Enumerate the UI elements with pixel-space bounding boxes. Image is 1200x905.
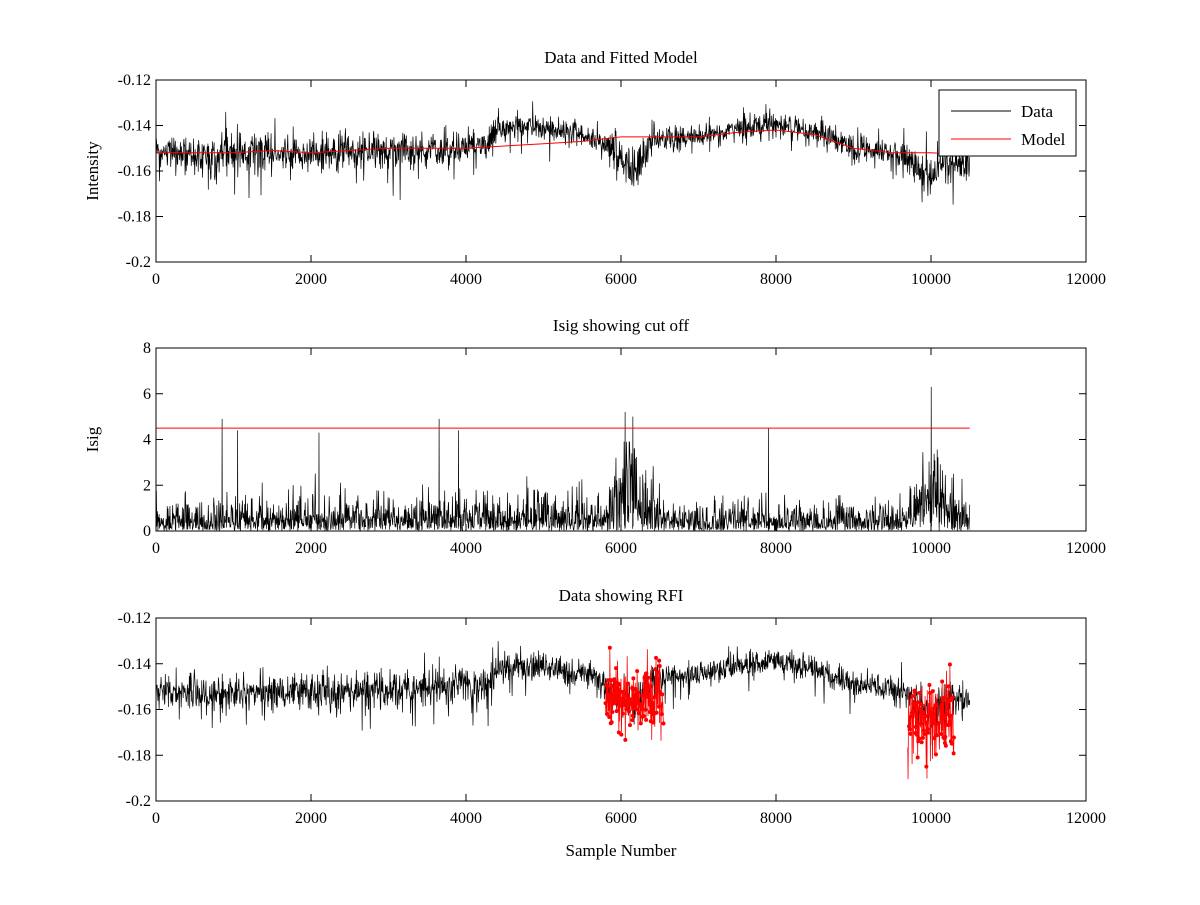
y-tick-label: -0.14 bbox=[118, 118, 151, 135]
x-tick-label: 8000 bbox=[760, 810, 792, 827]
chart-title: Isig showing cut off bbox=[553, 316, 689, 335]
x-tick-label: 8000 bbox=[760, 271, 792, 288]
y-tick-label: 4 bbox=[143, 432, 151, 449]
rfi-series-line bbox=[605, 647, 664, 741]
x-tick-label: 10000 bbox=[911, 540, 951, 557]
model-series-line bbox=[156, 129, 970, 156]
y-tick-label: 6 bbox=[143, 386, 151, 403]
chart-panel-3: 0 2000 4000 6000 8000 10000 12000 -0.12 -0.14 -0.… bbox=[118, 586, 1106, 860]
y-tick-label: -0.14 bbox=[118, 656, 151, 673]
x-tick-label: 6000 bbox=[605, 810, 637, 827]
x-tick-label: 4000 bbox=[450, 540, 482, 557]
x-tick-label: 0 bbox=[152, 810, 160, 827]
y-axis-label: Intensity bbox=[83, 141, 102, 201]
legend-label: Data bbox=[1021, 102, 1054, 121]
y-tick-label: -0.12 bbox=[118, 610, 151, 627]
y-axis-label: Isig bbox=[83, 426, 102, 452]
y-tick-label: 0 bbox=[143, 523, 151, 540]
y-tick-label: -0.16 bbox=[118, 163, 151, 180]
y-tick-label: -0.12 bbox=[118, 72, 151, 89]
y-tick-label: -0.2 bbox=[126, 793, 151, 810]
x-tick-label: 2000 bbox=[295, 540, 327, 557]
y-tick-label: -0.18 bbox=[118, 209, 151, 226]
y-tick-label: -0.18 bbox=[118, 747, 151, 764]
series-group bbox=[156, 101, 971, 205]
x-tick-label: 8000 bbox=[760, 540, 792, 557]
x-tick-label: 2000 bbox=[295, 271, 327, 288]
rfi-region-2 bbox=[906, 662, 956, 780]
x-tick-label: 10000 bbox=[911, 810, 951, 827]
chart-title: Data and Fitted Model bbox=[544, 48, 698, 67]
x-tick-label: 4000 bbox=[450, 810, 482, 827]
x-tick-label: 4000 bbox=[450, 271, 482, 288]
legend-box bbox=[938, 89, 1077, 157]
y-tick-label: 8 bbox=[143, 340, 151, 357]
x-tick-label: 0 bbox=[152, 271, 160, 288]
chart-panel-2: 0 2000 4000 6000 8000 10000 12000 0 2 4 6 8 Isig sho… bbox=[83, 316, 1106, 557]
x-tick-label: 10000 bbox=[911, 271, 951, 288]
x-axis-label: Sample Number bbox=[566, 841, 677, 860]
y-tick-label: -0.16 bbox=[118, 702, 151, 719]
chart-title: Data showing RFI bbox=[559, 586, 684, 605]
x-tick-label: 12000 bbox=[1066, 540, 1106, 557]
rfi-region-1 bbox=[603, 645, 666, 742]
chart-panel-1: 0 2000 4000 6000 8000 10000 12000 -0.12 -0.14 -0.… bbox=[83, 48, 1106, 288]
legend-label: Model bbox=[1021, 130, 1066, 149]
y-tick-label: -0.2 bbox=[126, 254, 151, 271]
x-tick-label: 12000 bbox=[1066, 810, 1106, 827]
data-series-line bbox=[156, 641, 971, 746]
series-group bbox=[156, 386, 971, 531]
y-tick-label: 2 bbox=[143, 477, 151, 494]
series-group bbox=[156, 641, 971, 780]
x-tick-label: 6000 bbox=[605, 540, 637, 557]
x-tick-label: 6000 bbox=[605, 271, 637, 288]
legend: Data Model bbox=[938, 89, 1077, 157]
x-tick-label: 12000 bbox=[1066, 271, 1106, 288]
x-tick-label: 2000 bbox=[295, 810, 327, 827]
rfi-series-line bbox=[907, 664, 955, 780]
x-tick-label: 0 bbox=[152, 540, 160, 557]
data-series-line bbox=[156, 101, 971, 205]
